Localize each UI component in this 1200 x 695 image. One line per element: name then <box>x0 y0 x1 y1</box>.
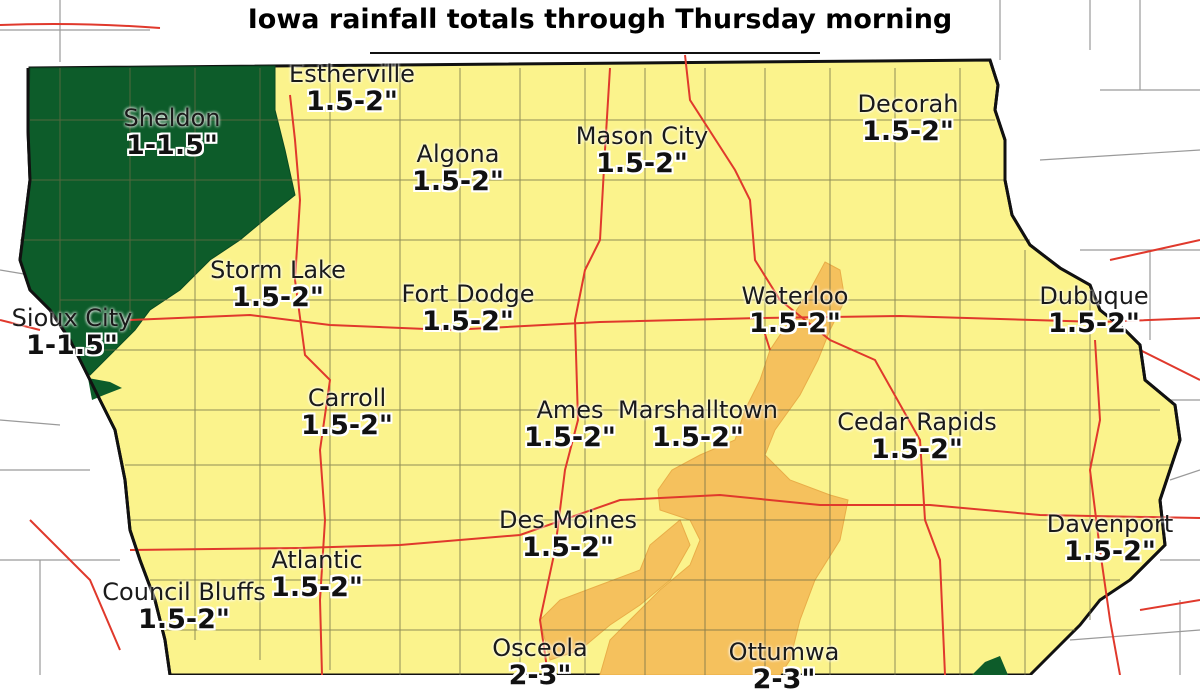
city-name: Fort Dodge <box>401 280 535 308</box>
title-underline <box>370 52 820 54</box>
rainfall-amount: 1.5-2" <box>749 308 841 339</box>
rainfall-amount: 1.5-2" <box>412 166 504 197</box>
rainfall-amount: 1.5-2" <box>306 86 398 117</box>
label-waterloo: Waterloo 1.5-2" <box>742 284 849 337</box>
rainfall-amount: 1.5-2" <box>271 572 363 603</box>
city-name: Storm Lake <box>210 256 346 284</box>
rain-band-2-3 <box>599 261 849 675</box>
city-name: Marshalltown <box>618 396 778 424</box>
rainfall-amount: 1.5-2" <box>652 422 744 453</box>
label-council-bluffs: Council Bluffs 1.5-2" <box>102 580 265 633</box>
county-lines <box>20 68 1170 675</box>
label-osceola: Osceola 2-3" <box>492 636 587 689</box>
city-name: Dubuque <box>1039 282 1149 310</box>
label-decorah: Decorah 1.5-2" <box>858 92 959 145</box>
label-cedar-rapids: Cedar Rapids 1.5-2" <box>837 410 996 463</box>
city-name: Davenport <box>1046 510 1174 538</box>
city-name: Decorah <box>857 90 959 118</box>
label-mason-city: Mason City 1.5-2" <box>576 124 708 177</box>
city-name: Mason City <box>575 122 709 150</box>
rainfall-amount: 1.5-2" <box>1048 308 1140 339</box>
rainfall-amount: 1.5-2" <box>871 434 963 465</box>
rainfall-amount: 1-1.5" <box>126 130 218 161</box>
label-atlantic: Atlantic 1.5-2" <box>271 548 363 601</box>
rainfall-amount: 2-3" <box>508 660 572 691</box>
label-algona: Algona 1.5-2" <box>412 142 504 195</box>
rainfall-amount: 1.5-2" <box>301 410 393 441</box>
missouri-river-border <box>18 68 172 675</box>
rain-band-2-3-west <box>539 519 691 661</box>
rain-band-1-1.5-southeast <box>972 656 1008 675</box>
city-name: Cedar Rapids <box>837 408 997 436</box>
label-marshalltown: Marshalltown 1.5-2" <box>618 398 778 451</box>
label-ames: Ames 1.5-2" <box>524 398 616 451</box>
label-fort-dodge: Fort Dodge 1.5-2" <box>402 282 535 335</box>
label-dubuque: Dubuque 1.5-2" <box>1039 284 1148 337</box>
neighbor-county-lines <box>0 0 1200 675</box>
map-title: Iowa rainfall totals through Thursday mo… <box>247 4 953 35</box>
city-name: Waterloo <box>741 282 849 310</box>
city-name: Osceola <box>492 634 588 662</box>
rainfall-amount: 1.5-2" <box>138 604 230 635</box>
rainfall-amount: 1.5-2" <box>862 116 954 147</box>
label-ottumwa: Ottumwa 2-3" <box>729 640 840 693</box>
city-name: Ottumwa <box>728 638 840 666</box>
rainfall-amount: 1.5-2" <box>522 532 614 563</box>
label-des-moines: Des Moines 1.5-2" <box>499 508 637 561</box>
mississippi-river-border <box>988 59 1182 582</box>
label-sioux-city: Sioux City 1-1.5" <box>12 306 133 359</box>
city-name: Atlantic <box>271 546 363 574</box>
label-carroll: Carroll 1.5-2" <box>301 386 393 439</box>
city-name: Algona <box>416 140 500 168</box>
city-name: Carroll <box>307 384 387 412</box>
city-name: Ames <box>536 396 604 424</box>
rainfall-amount: 1.5-2" <box>596 148 688 179</box>
city-name: Des Moines <box>499 506 637 534</box>
city-name: Estherville <box>289 60 415 88</box>
rainfall-amount: 1.5-2" <box>232 282 324 313</box>
label-sheldon: Sheldon 1-1.5" <box>123 106 220 159</box>
label-davenport: Davenport 1.5-2" <box>1047 512 1174 565</box>
rainfall-amount: 1.5-2" <box>422 306 514 337</box>
rainfall-amount: 1-1.5" <box>26 330 118 361</box>
rainfall-amount: 2-3" <box>752 664 816 695</box>
city-name: Sioux City <box>11 304 133 332</box>
highways <box>129 54 1200 675</box>
city-name: Council Bluffs <box>102 578 266 606</box>
rainfall-amount: 1.5-2" <box>524 422 616 453</box>
label-estherville: Estherville 1.5-2" <box>289 62 415 115</box>
rainfall-amount: 1.5-2" <box>1064 536 1156 567</box>
iowa-rainfall-map <box>0 0 1200 675</box>
label-storm-lake: Storm Lake 1.5-2" <box>210 258 346 311</box>
city-name: Sheldon <box>123 104 221 132</box>
